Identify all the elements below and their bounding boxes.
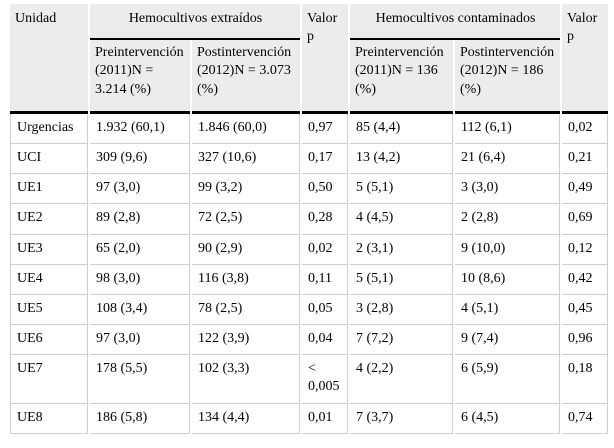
cell-ext-post: 102 (3,3) (192, 355, 300, 404)
cell-cont-pre: 5 (5,1) (350, 264, 453, 295)
cell-cont-pre: 7 (7,2) (350, 325, 453, 356)
table-row: UE1 97 (3,0) 99 (3,2) 0,50 5 (5,1) 3 (3,… (10, 174, 608, 205)
cell-cont-post: 9 (7,4) (455, 325, 560, 356)
cell-ext-post: 134 (4,4) (192, 403, 300, 434)
cell-unidad: UE4 (10, 264, 88, 295)
cell-valor-p-cont: 0,21 (562, 143, 608, 175)
cell-cont-pre: 3 (2,8) (350, 294, 453, 326)
cell-ext-post: 122 (3,9) (192, 325, 300, 356)
cell-valor-p-cont: 0,02 (562, 113, 608, 144)
cell-cont-pre: 7 (3,7) (350, 403, 453, 434)
cell-ext-post: 1.846 (60,0) (192, 113, 300, 144)
column-header-postintervencion-extraidos: Postintervención (2012)N = 3.073 (%) (192, 40, 300, 114)
cell-valor-p-cont: 0,42 (562, 264, 608, 295)
cell-ext-pre: 65 (2,0) (90, 234, 190, 265)
cell-valor-p-ext: 0,28 (302, 204, 348, 235)
cell-cont-post: 6 (5,9) (455, 355, 560, 404)
cell-cont-pre: 4 (2,2) (350, 355, 453, 404)
sub-header-row: Preintervención (2011)N = 3.214 (%) Post… (10, 40, 608, 114)
cell-cont-pre: 85 (4,4) (350, 113, 453, 144)
cell-valor-p-ext: 0,11 (302, 264, 348, 295)
cell-valor-p-ext: 0,97 (302, 113, 348, 144)
cell-cont-post: 2 (2,8) (455, 204, 560, 235)
cell-valor-p-ext: 0,50 (302, 174, 348, 205)
cell-cont-post: 6 (4,5) (455, 403, 560, 434)
cell-valor-p-ext: 0,02 (302, 234, 348, 265)
cell-valor-p-cont: 0,18 (562, 355, 608, 404)
column-header-preintervencion-contaminados: Preintervención (2011)N = 136 (%) (350, 40, 453, 114)
cell-unidad: UE1 (10, 174, 88, 205)
cell-unidad: UE5 (10, 294, 88, 326)
cell-cont-post: 4 (5,1) (455, 294, 560, 326)
column-header-postintervencion-contaminados: Postintervención (2012)N = 186 (%) (455, 40, 560, 114)
column-header-valor-p-1: Valor p (302, 4, 348, 114)
cell-cont-post: 10 (8,6) (455, 264, 560, 295)
cell-valor-p-ext: < 0,005 (302, 355, 348, 404)
cell-ext-pre: 89 (2,8) (90, 204, 190, 235)
table-header: Unidad Hemocultivos extraídos Valor p He… (10, 4, 608, 114)
table-row: UCI 309 (9,6) 327 (10,6) 0,17 13 (4,2) 2… (10, 143, 608, 175)
cell-unidad: UCI (10, 143, 88, 175)
cell-ext-post: 99 (3,2) (192, 174, 300, 205)
column-header-valor-p-2: Valor p (562, 4, 608, 114)
table-row: UE8 186 (5,8) 134 (4,4) 0,01 7 (3,7) 6 (… (10, 403, 608, 434)
cell-unidad: Urgencias (10, 113, 88, 144)
cell-valor-p-ext: 0,05 (302, 294, 348, 326)
cell-ext-pre: 97 (3,0) (90, 174, 190, 205)
cell-cont-pre: 5 (5,1) (350, 174, 453, 205)
cell-cont-post: 9 (10,0) (455, 234, 560, 265)
cell-valor-p-cont: 0,74 (562, 403, 608, 434)
cell-unidad: UE2 (10, 204, 88, 235)
cell-ext-post: 78 (2,5) (192, 294, 300, 326)
cell-valor-p-cont: 0,69 (562, 204, 608, 235)
cell-cont-pre: 13 (4,2) (350, 143, 453, 175)
cell-unidad: UE7 (10, 355, 88, 404)
cell-ext-pre: 98 (3,0) (90, 264, 190, 295)
cell-unidad: UE3 (10, 234, 88, 265)
table-row: UE7 178 (5,5) 102 (3,3) < 0,005 4 (2,2) … (10, 355, 608, 404)
cell-unidad: UE6 (10, 325, 88, 356)
group-header-contaminados: Hemocultivos contaminados (350, 4, 560, 41)
cell-ext-pre: 97 (3,0) (90, 325, 190, 356)
cell-valor-p-cont: 0,45 (562, 294, 608, 326)
group-header-row: Unidad Hemocultivos extraídos Valor p He… (10, 4, 608, 114)
table-row: Urgencias 1.932 (60,1) 1.846 (60,0) 0,97… (10, 113, 608, 144)
cell-cont-post: 21 (6,4) (455, 143, 560, 175)
table-row: UE2 89 (2,8) 72 (2,5) 0,28 4 (4,5) 2 (2,… (10, 204, 608, 235)
cell-ext-post: 116 (3,8) (192, 264, 300, 295)
cell-cont-pre: 4 (4,5) (350, 204, 453, 235)
cell-ext-pre: 309 (9,6) (90, 143, 190, 175)
table-row: UE3 65 (2,0) 90 (2,9) 0,02 2 (3,1) 9 (10… (10, 234, 608, 265)
cell-valor-p-ext: 0,17 (302, 143, 348, 175)
cell-ext-pre: 186 (5,8) (90, 403, 190, 434)
cell-ext-pre: 108 (3,4) (90, 294, 190, 326)
group-header-extraidos: Hemocultivos extraídos (90, 4, 300, 41)
table-row: UE6 97 (3,0) 122 (3,9) 0,04 7 (7,2) 9 (7… (10, 325, 608, 356)
column-header-preintervencion-extraidos: Preintervención (2011)N = 3.214 (%) (90, 40, 190, 114)
cell-cont-post: 112 (6,1) (455, 113, 560, 144)
cell-cont-post: 3 (3,0) (455, 174, 560, 205)
cell-unidad: UE8 (10, 403, 88, 434)
cell-ext-post: 72 (2,5) (192, 204, 300, 235)
cell-valor-p-cont: 0,49 (562, 174, 608, 205)
table-row: UE5 108 (3,4) 78 (2,5) 0,05 3 (2,8) 4 (5… (10, 294, 608, 326)
cell-valor-p-cont: 0,12 (562, 234, 608, 265)
cell-ext-pre: 1.932 (60,1) (90, 113, 190, 144)
hemocultivos-table: Unidad Hemocultivos extraídos Valor p He… (8, 4, 610, 434)
cell-ext-pre: 178 (5,5) (90, 355, 190, 404)
table-body: Urgencias 1.932 (60,1) 1.846 (60,0) 0,97… (10, 113, 608, 434)
cell-ext-post: 90 (2,9) (192, 234, 300, 265)
table-row: UE4 98 (3,0) 116 (3,8) 0,11 5 (5,1) 10 (… (10, 264, 608, 295)
column-header-unidad: Unidad (10, 4, 88, 114)
cell-cont-pre: 2 (3,1) (350, 234, 453, 265)
cell-valor-p-ext: 0,01 (302, 403, 348, 434)
cell-valor-p-ext: 0,04 (302, 325, 348, 356)
cell-ext-post: 327 (10,6) (192, 143, 300, 175)
cell-valor-p-cont: 0,96 (562, 325, 608, 356)
